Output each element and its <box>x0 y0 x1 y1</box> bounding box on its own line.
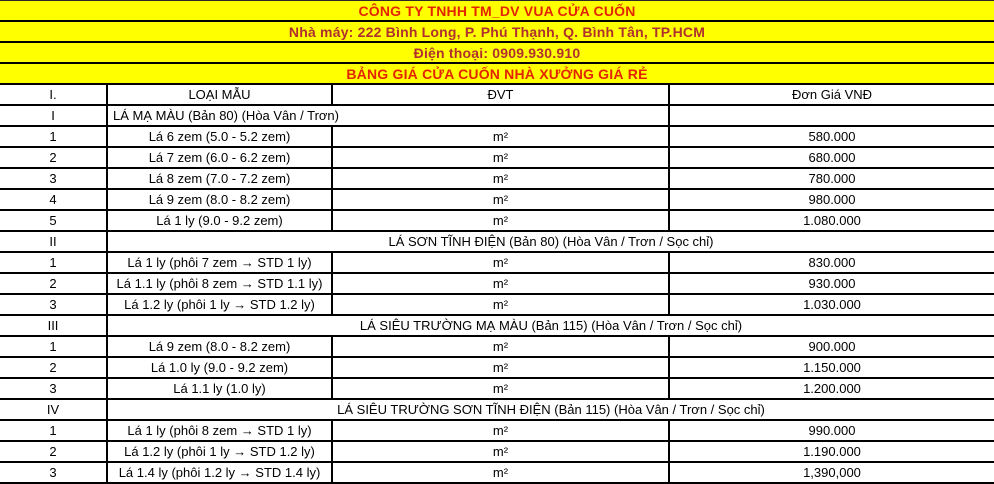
row-no: 3 <box>49 171 57 186</box>
table-row: 1 Lá 9 zem (8.0 - 8.2 zem) m² 900.000 <box>0 337 994 358</box>
section-row-IV: IV LÁ SIÊU TRƯỜNG SƠN TĨNH ĐIỆN (Bản 115… <box>0 400 994 421</box>
table-row: 3 Lá 8 zem (7.0 - 7.2 zem) m² 780.000 <box>0 169 994 190</box>
row-price: 990.000 <box>668 421 994 440</box>
row-price: 830.000 <box>668 253 994 272</box>
row-no: 4 <box>49 192 57 207</box>
table-row: 4 Lá 9 zem (8.0 - 8.2 zem) m² 980.000 <box>0 190 994 211</box>
section-row-II: II LÁ SƠN TĨNH ĐIỆN (Bản 80) (Hòa Vân / … <box>0 232 994 253</box>
row-no: 1 <box>49 129 57 144</box>
table-row: 3 Lá 1.2 ly (phôi 1 ly → STD 1.2 ly) m² … <box>0 295 994 316</box>
row-price: 1.190.000 <box>668 442 994 461</box>
row-unit: m² <box>331 169 668 188</box>
column-header-type: LOẠI MẪU <box>106 85 331 104</box>
column-header-unit: ĐVT <box>331 85 668 104</box>
row-label: Lá 1.1 ly (1.0 ly) <box>106 379 331 398</box>
table-row: 1 Lá 1 ly (phôi 7 zem → STD 1 ly) m² 830… <box>0 253 994 274</box>
row-price: 1.150.000 <box>668 358 994 377</box>
section-number: I <box>51 108 55 123</box>
row-label: Lá 9 zem (8.0 - 8.2 zem) <box>106 337 331 356</box>
row-unit: m² <box>331 274 668 293</box>
row-price: 780.000 <box>668 169 994 188</box>
table-header-row: I. LOẠI MẪU ĐVT Đơn Giá VNĐ <box>0 85 994 106</box>
section-number: III <box>47 318 59 333</box>
row-label: Lá 1.4 ly (phôi 1.2 ly → STD 1.4 ly) <box>106 463 331 482</box>
row-label: Lá 7 zem (6.0 - 6.2 zem) <box>106 148 331 167</box>
row-price: 580.000 <box>668 127 994 146</box>
row-unit: m² <box>331 253 668 272</box>
row-no: 2 <box>49 360 57 375</box>
row-unit: m² <box>331 127 668 146</box>
table-row: 3 Lá 1.1 ly (1.0 ly) m² 1.200.000 <box>0 379 994 400</box>
company-name: CÔNG TY TNHH TM_DV VUA CỬA CUỐN <box>0 1 994 22</box>
section-title: LÁ SIÊU TRƯỜNG MẠ MÀU (Bản 115) (Hòa Vân… <box>106 316 994 335</box>
table-row: 3 Lá 1.4 ly (phôi 1.2 ly → STD 1.4 ly) m… <box>0 463 994 484</box>
row-price: 1.200.000 <box>668 379 994 398</box>
table-row: 1 Lá 6 zem (5.0 - 5.2 zem) m² 580.000 <box>0 127 994 148</box>
row-unit: m² <box>331 379 668 398</box>
row-label: Lá 1.0 ly (9.0 - 9.2 zem) <box>106 358 331 377</box>
row-label: Lá 1 ly (9.0 - 9.2 zem) <box>106 211 331 230</box>
section-row-III: III LÁ SIÊU TRƯỜNG MẠ MÀU (Bản 115) (Hòa… <box>0 316 994 337</box>
price-table-title: BẢNG GIÁ CỬA CUỐN NHÀ XƯỞNG GIÁ RẺ <box>0 64 994 85</box>
row-label: Lá 1 ly (phôi 8 zem → STD 1 ly) <box>106 421 331 440</box>
row-label: Lá 9 zem (8.0 - 8.2 zem) <box>106 190 331 209</box>
row-no: 1 <box>49 423 57 438</box>
section-price-empty <box>668 106 994 125</box>
row-unit: m² <box>331 463 668 482</box>
factory-address: Nhà máy: 222 Bình Long, P. Phú Thạnh, Q.… <box>0 22 994 43</box>
row-unit: m² <box>331 148 668 167</box>
row-unit: m² <box>331 421 668 440</box>
section-number: IV <box>46 402 60 417</box>
table-row: 1 Lá 1 ly (phôi 8 zem → STD 1 ly) m² 990… <box>0 421 994 442</box>
section-row-I: I LÁ MẠ MÀU (Bản 80) (Hòa Vân / Trơn) <box>0 106 994 127</box>
section-number: II <box>49 234 57 249</box>
section-title: LÁ MẠ MÀU (Bản 80) (Hòa Vân / Trơn) <box>106 106 668 125</box>
row-unit: m² <box>331 190 668 209</box>
phone-number: Điện thoại: 0909.930.910 <box>0 43 994 64</box>
table-row: 2 Lá 1.0 ly (9.0 - 9.2 zem) m² 1.150.000 <box>0 358 994 379</box>
row-price: 900.000 <box>668 337 994 356</box>
row-unit: m² <box>331 295 668 314</box>
row-no: 3 <box>49 465 57 480</box>
row-price: 930.000 <box>668 274 994 293</box>
row-unit: m² <box>331 358 668 377</box>
row-label: Lá 6 zem (5.0 - 5.2 zem) <box>106 127 331 146</box>
row-price: 1.080.000 <box>668 211 994 230</box>
row-label: Lá 1 ly (phôi 7 zem → STD 1 ly) <box>106 253 331 272</box>
table-row: 2 Lá 1.1 ly (phôi 8 zem → STD 1.1 ly) m²… <box>0 274 994 295</box>
row-no: 2 <box>49 150 57 165</box>
row-no: 1 <box>49 339 57 354</box>
row-price: 1,390,000 <box>668 463 994 482</box>
section-title: LÁ SƠN TĨNH ĐIỆN (Bản 80) (Hòa Vân / Trơ… <box>106 232 994 251</box>
column-header-no: I. <box>49 87 57 102</box>
row-price: 1.030.000 <box>668 295 994 314</box>
row-label: Lá 1.2 ly (phôi 1 ly → STD 1.2 ly) <box>106 295 331 314</box>
row-unit: m² <box>331 337 668 356</box>
row-price: 680.000 <box>668 148 994 167</box>
row-no: 3 <box>49 297 57 312</box>
row-unit: m² <box>331 442 668 461</box>
row-label: Lá 8 zem (7.0 - 7.2 zem) <box>106 169 331 188</box>
row-no: 5 <box>49 213 57 228</box>
row-no: 2 <box>49 444 57 459</box>
table-row: 2 Lá 7 zem (6.0 - 6.2 zem) m² 680.000 <box>0 148 994 169</box>
row-no: 2 <box>49 276 57 291</box>
row-price: 980.000 <box>668 190 994 209</box>
table-row: 5 Lá 1 ly (9.0 - 9.2 zem) m² 1.080.000 <box>0 211 994 232</box>
table-row: 2 Lá 1.2 ly (phôi 1 ly → STD 1.2 ly) m² … <box>0 442 994 463</box>
row-label: Lá 1.2 ly (phôi 1 ly → STD 1.2 ly) <box>106 442 331 461</box>
column-header-price: Đơn Giá VNĐ <box>668 85 994 104</box>
row-no: 1 <box>49 255 57 270</box>
row-unit: m² <box>331 211 668 230</box>
row-no: 3 <box>49 381 57 396</box>
section-title: LÁ SIÊU TRƯỜNG SƠN TĨNH ĐIỆN (Bản 115) (… <box>106 400 994 419</box>
row-label: Lá 1.1 ly (phôi 8 zem → STD 1.1 ly) <box>106 274 331 293</box>
